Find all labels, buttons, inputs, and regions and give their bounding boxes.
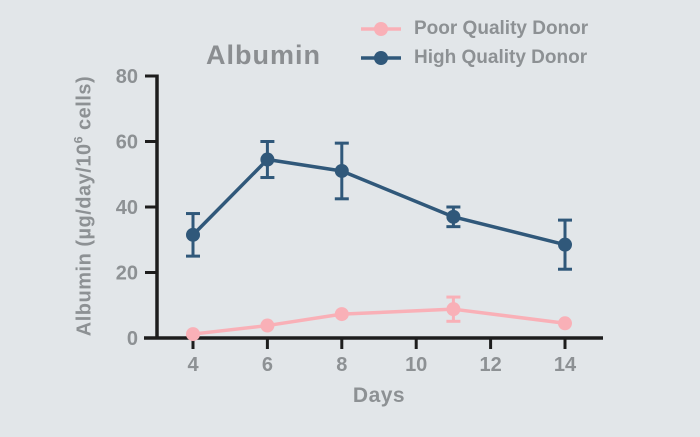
y-tick-label: 80	[116, 66, 138, 88]
poor-quality-marker-icon	[361, 22, 401, 36]
series-line	[191, 307, 567, 336]
data-point	[334, 163, 349, 178]
data-point	[260, 152, 275, 167]
legend-label-poor-quality: Poor Quality Donor	[414, 18, 589, 39]
y-tick-label: 20	[116, 263, 138, 285]
x-tick-label: 10	[405, 354, 427, 376]
x-tick-label: 14	[554, 354, 577, 376]
data-point	[186, 327, 200, 342]
x-tick-label: 8	[336, 354, 347, 376]
data-point	[186, 227, 200, 242]
data-point	[558, 316, 572, 331]
x-tick-label: 6	[262, 354, 273, 376]
x-tick-label: 4	[187, 354, 199, 376]
legend-label-high-quality: High Quality Donor	[414, 47, 588, 68]
data-point	[334, 307, 349, 322]
y-tick-label: 40	[116, 197, 138, 219]
x-axis-label: Days	[352, 384, 406, 407]
data-point	[446, 302, 461, 317]
series-line	[191, 157, 567, 247]
data-point	[260, 318, 275, 333]
high-quality-marker-icon	[361, 51, 401, 65]
data-point	[446, 209, 461, 224]
legend-item-high-quality: High Quality Donor	[360, 47, 588, 69]
legend: Poor Quality Donor High Quality Donor	[360, 18, 588, 69]
data-point	[558, 237, 572, 252]
y-tick-label: 60	[116, 132, 138, 154]
y-tick-label: 0	[127, 328, 138, 350]
legend-item-poor-quality: Poor Quality Donor	[360, 18, 588, 40]
chart-title: Albumin	[206, 40, 321, 70]
x-tick-label: 12	[479, 354, 501, 376]
